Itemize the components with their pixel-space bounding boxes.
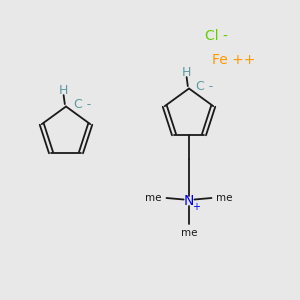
Text: +: + [192, 202, 200, 212]
Text: me: me [181, 228, 197, 238]
Text: Fe ++: Fe ++ [212, 53, 256, 67]
Text: me: me [146, 193, 162, 203]
Text: C -: C - [196, 80, 214, 93]
Text: me: me [216, 193, 232, 203]
Text: N: N [184, 194, 194, 208]
Text: C -: C - [74, 98, 91, 111]
Text: H: H [182, 66, 191, 80]
Text: H: H [59, 84, 68, 98]
Text: Cl -: Cl - [205, 29, 227, 43]
